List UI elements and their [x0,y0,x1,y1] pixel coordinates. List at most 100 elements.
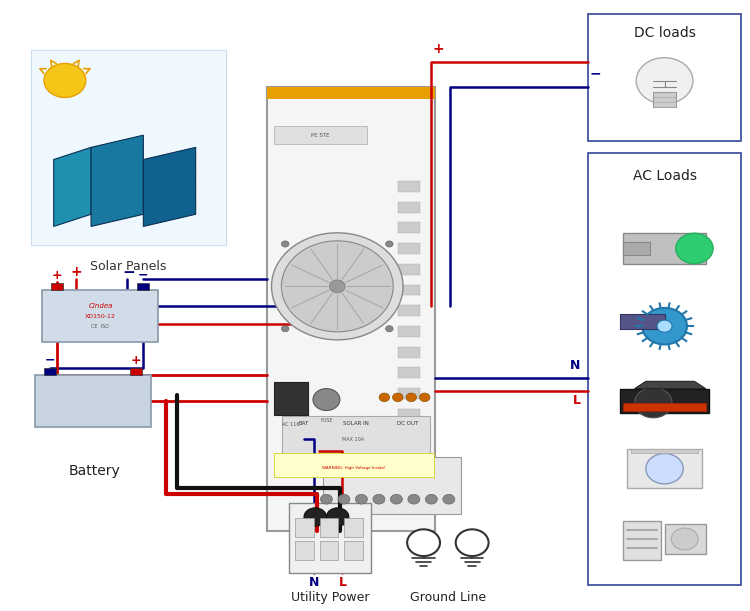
Polygon shape [54,147,91,227]
Bar [398,326,420,337]
Circle shape [657,320,672,332]
Text: MAX 10A: MAX 10A [341,437,364,442]
Bar [44,368,56,375]
Polygon shape [91,135,143,227]
Bar [623,243,650,255]
Bar [289,503,371,573]
Circle shape [281,241,289,247]
Bar [627,448,702,488]
Text: SOLAR IN: SOLAR IN [343,421,368,426]
Bar [398,306,420,316]
Text: −: − [590,67,602,81]
Bar [32,50,226,244]
Circle shape [392,393,403,401]
Bar [398,222,420,233]
Circle shape [373,494,385,504]
Bar [52,283,64,290]
Text: PE STE: PE STE [311,133,329,137]
Circle shape [338,494,350,504]
Bar [631,448,698,453]
Text: +: + [52,269,63,282]
Text: +: + [433,42,444,56]
Text: BAT: BAT [298,421,309,426]
Bar [398,181,420,192]
Bar [623,521,661,560]
Bar [320,541,338,560]
Bar [623,403,706,411]
Bar [653,92,676,107]
Bar [398,388,420,399]
Circle shape [272,233,403,340]
Circle shape [642,308,687,345]
Text: Utility Power: Utility Power [291,591,370,604]
Bar [398,346,420,357]
Circle shape [326,508,349,526]
Text: Solar Panels: Solar Panels [90,260,166,273]
Circle shape [379,393,389,401]
Circle shape [634,387,672,418]
Circle shape [646,453,683,484]
Bar [620,314,664,329]
Bar [267,87,435,530]
Bar [35,375,151,427]
Circle shape [419,393,430,401]
Circle shape [391,494,402,504]
Bar [398,264,420,275]
Circle shape [408,494,420,504]
Text: DC loads: DC loads [634,26,695,40]
Circle shape [671,528,698,550]
Circle shape [313,389,340,411]
Text: AC 116: AC 116 [282,422,299,428]
Circle shape [407,529,440,556]
Text: CE  ISO: CE ISO [92,324,110,329]
Circle shape [320,494,332,504]
Circle shape [406,393,416,401]
Bar [344,518,363,536]
Text: L: L [572,393,580,407]
Circle shape [676,233,713,264]
Bar [274,453,434,477]
Text: Cindea: Cindea [88,303,112,309]
Bar [398,367,420,378]
Circle shape [281,326,289,332]
Text: −: − [122,265,135,280]
Bar [664,524,706,554]
Text: +: + [130,354,141,367]
Text: L: L [338,576,346,589]
Bar [320,518,338,536]
Text: +: + [70,265,82,279]
Text: AC Loads: AC Loads [632,169,697,183]
Circle shape [281,241,393,332]
Circle shape [386,326,393,332]
Bar [322,456,461,514]
Bar [295,541,314,560]
Text: Ground Line: Ground Line [410,591,486,604]
Text: Battery: Battery [69,464,121,478]
Circle shape [386,241,393,247]
Bar [295,518,314,536]
Text: XD150-12: XD150-12 [85,313,116,319]
Bar [623,233,706,264]
Text: WARNING: High Voltage Inside!: WARNING: High Voltage Inside! [322,466,386,470]
Circle shape [636,57,693,104]
Bar [620,389,710,413]
Text: −: − [45,354,56,367]
Bar [274,382,308,415]
Circle shape [456,529,488,556]
Bar [588,153,741,585]
Bar [588,13,741,141]
Circle shape [304,508,326,526]
Bar [274,126,367,144]
Polygon shape [143,147,196,227]
Bar [267,87,435,99]
Circle shape [44,64,86,98]
Text: −: − [138,269,148,282]
Bar [398,409,420,420]
Bar [344,541,363,560]
Bar [281,415,430,455]
Circle shape [442,494,454,504]
Circle shape [356,494,368,504]
Text: N: N [570,359,580,372]
Circle shape [425,494,437,504]
Bar [398,243,420,254]
